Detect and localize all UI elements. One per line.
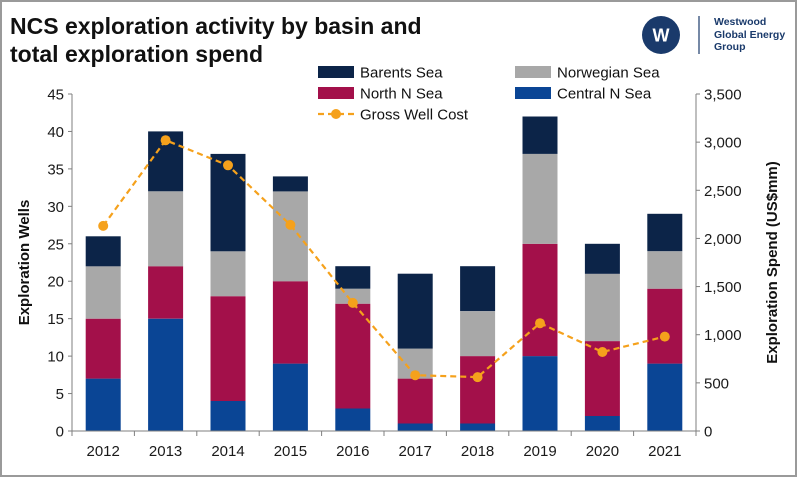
- x-tick-label-2019: 2019: [523, 443, 556, 460]
- bar-barents-sea-2017: [397, 273, 433, 349]
- bar-central-n-sea-2016: [335, 408, 371, 431]
- x-tick-label-2016: 2016: [336, 443, 369, 460]
- right-tick-label-1000: 1,000: [704, 327, 742, 344]
- logo-line-2: Global Energy: [714, 28, 786, 41]
- left-tick-label-20: 20: [47, 274, 64, 291]
- point-gross-well-cost-2021: [659, 331, 670, 342]
- bar-north-n-sea-2014: [210, 296, 246, 401]
- bar-central-n-sea-2017: [397, 423, 433, 431]
- legend-swatch-norwegian-sea: [515, 66, 551, 78]
- point-gross-well-cost-2012: [98, 220, 109, 231]
- line-gross-well-cost: [102, 138, 666, 379]
- point-gross-well-cost-2013: [160, 135, 171, 146]
- bar-norwegian-sea-2019: [522, 153, 558, 244]
- legend-label-central-n-sea: Central N Sea: [557, 86, 652, 103]
- logo-circle: [642, 16, 680, 54]
- point-gross-well-cost-2019: [535, 318, 545, 329]
- right-axis-title: Exploration Spend (US$mm): [764, 161, 781, 364]
- right-tick-label-2000: 2,000: [704, 231, 742, 248]
- point-gross-well-cost-2015: [285, 219, 296, 230]
- bar-central-n-sea-2013: [148, 318, 184, 431]
- bar-norwegian-sea-2021: [647, 251, 683, 289]
- legend-swatch-north-n-sea: [318, 87, 354, 99]
- bar-north-n-sea-2017: [397, 378, 433, 424]
- x-tick-label-2013: 2013: [149, 443, 182, 460]
- westwood-logo: W: [642, 16, 700, 54]
- logo-line-1: Westwood: [714, 16, 767, 28]
- x-tick-label-2020: 2020: [586, 443, 619, 460]
- point-gross-well-cost-2017: [410, 370, 421, 381]
- page-title: NCS exploration activity by basin and to…: [10, 13, 422, 67]
- point-gross-well-cost-2014: [223, 160, 233, 171]
- left-axis-title: Exploration Wells: [16, 200, 33, 326]
- bar-central-n-sea-2018: [460, 423, 496, 431]
- bar-norwegian-sea-2014: [210, 251, 246, 297]
- left-tick-label-0: 0: [56, 424, 64, 441]
- bar-central-n-sea-2014: [210, 401, 246, 431]
- left-tick-label-40: 40: [47, 124, 64, 141]
- bar-north-n-sea-2021: [647, 288, 683, 364]
- x-tick-label-2012: 2012: [87, 443, 120, 460]
- point-gross-well-cost-2016: [347, 297, 358, 308]
- legend-swatch-barents-sea: [318, 66, 354, 78]
- legend-label-norwegian-sea: Norwegian Sea: [557, 65, 660, 82]
- left-tick-label-30: 30: [47, 199, 64, 216]
- bar-norwegian-sea-2012: [85, 266, 121, 319]
- x-tick-label-2017: 2017: [399, 443, 432, 460]
- x-tick-label-2018: 2018: [461, 443, 494, 460]
- left-tick-label-35: 35: [47, 161, 64, 178]
- point-gross-well-cost-2020: [597, 347, 608, 357]
- bar-central-n-sea-2015: [272, 363, 308, 431]
- left-tick-label-25: 25: [47, 236, 64, 253]
- bar-barents-sea-2015: [272, 176, 308, 192]
- bar-norwegian-sea-2018: [460, 311, 496, 357]
- bar-barents-sea-2016: [335, 266, 371, 289]
- bar-barents-sea-2019: [522, 116, 558, 154]
- bar-norwegian-sea-2020: [584, 273, 620, 342]
- left-tick-label-15: 15: [47, 311, 64, 328]
- bar-norwegian-sea-2015: [272, 191, 308, 282]
- legend-label-gross-well-cost: Gross Well Cost: [360, 107, 469, 124]
- x-tick-label-2014: 2014: [211, 443, 244, 460]
- left-tick-label-45: 45: [47, 87, 64, 104]
- bar-north-n-sea-2013: [148, 266, 184, 319]
- legend-marker-gross-well-cost: [331, 109, 341, 119]
- right-tick-label-500: 500: [704, 375, 729, 392]
- x-tick-label-2021: 2021: [648, 443, 681, 460]
- bar-barents-sea-2021: [647, 213, 683, 252]
- logo-text: Westwood Global Energy Group: [714, 16, 794, 54]
- bar-central-n-sea-2020: [584, 416, 620, 431]
- bar-north-n-sea-2015: [272, 281, 308, 364]
- left-tick-label-10: 10: [47, 349, 64, 366]
- bar-north-n-sea-2016: [335, 303, 371, 409]
- x-tick-label-2015: 2015: [274, 443, 307, 460]
- legend-label-north-n-sea: North N Sea: [360, 86, 443, 103]
- bar-central-n-sea-2021: [647, 363, 683, 431]
- right-tick-label-2500: 2,500: [704, 183, 742, 200]
- legend-label-barents-sea: Barents Sea: [360, 65, 443, 82]
- bar-barents-sea-2018: [460, 266, 496, 312]
- bar-central-n-sea-2019: [522, 356, 558, 431]
- right-tick-label-3500: 3,500: [704, 87, 742, 104]
- logo-line-3: Group: [714, 41, 746, 53]
- legend-swatch-central-n-sea: [515, 87, 551, 99]
- left-tick-label-5: 5: [56, 386, 64, 403]
- bar-barents-sea-2020: [584, 243, 620, 274]
- bar-norwegian-sea-2013: [148, 191, 184, 267]
- bar-north-n-sea-2019: [522, 243, 558, 357]
- right-tick-label-3000: 3,000: [704, 135, 742, 152]
- right-tick-label-1500: 1,500: [704, 279, 742, 296]
- bar-north-n-sea-2012: [85, 318, 121, 379]
- point-gross-well-cost-2018: [472, 372, 483, 383]
- logo-monogram: W: [653, 26, 670, 46]
- bar-central-n-sea-2012: [85, 378, 121, 431]
- right-tick-label-0: 0: [704, 424, 712, 441]
- bar-barents-sea-2012: [85, 236, 121, 267]
